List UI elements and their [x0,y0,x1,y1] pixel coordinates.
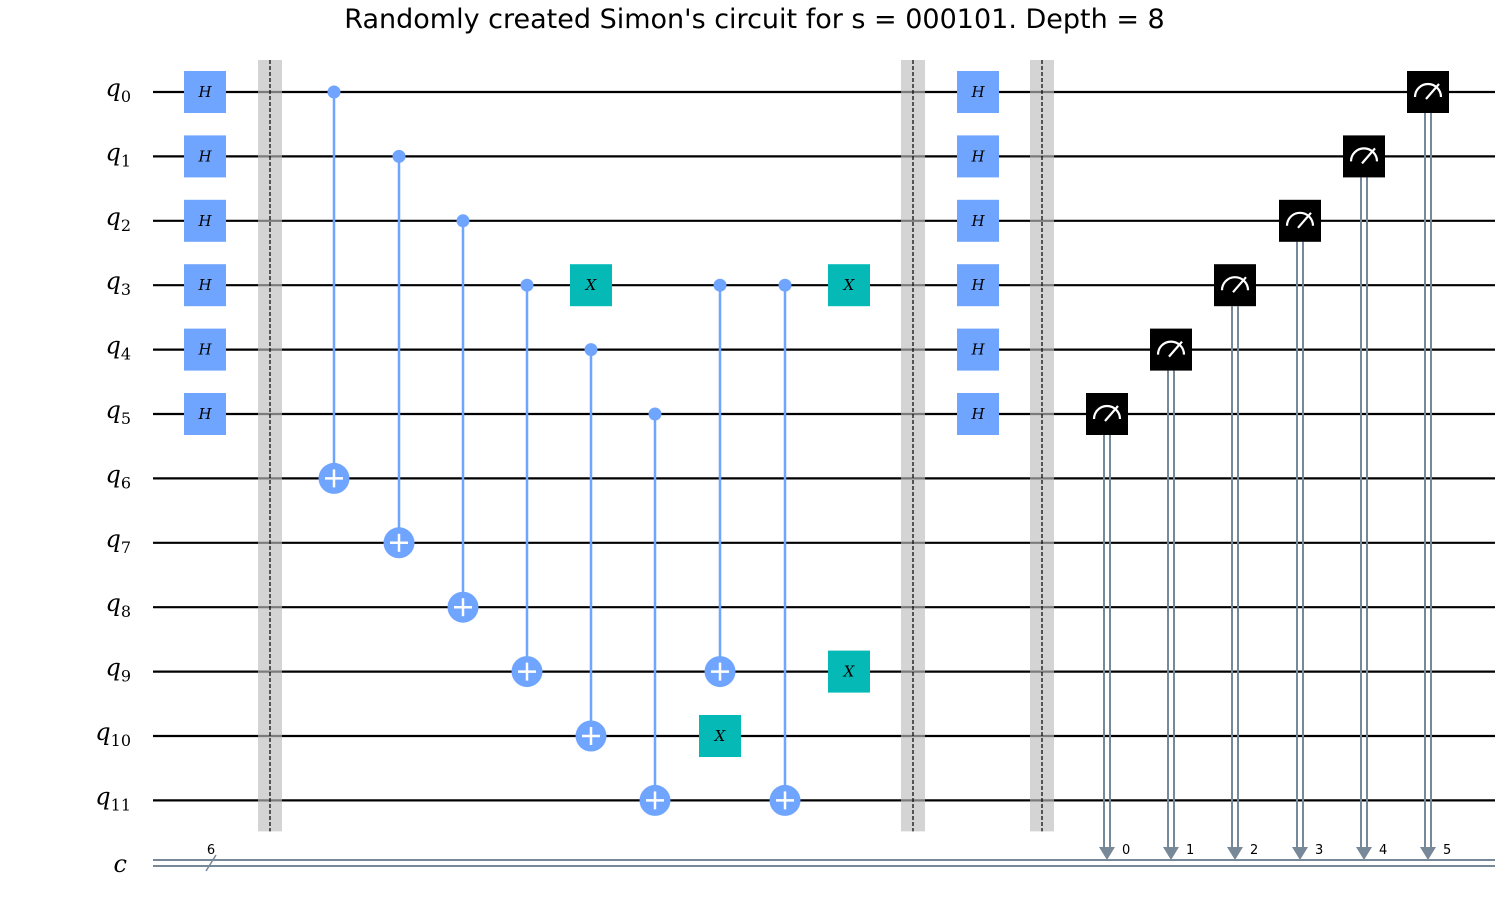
classical-register-label: c [114,850,127,878]
cx-control-dot [392,149,406,163]
measure-gate [1150,328,1192,371]
clbit-index-label: 5 [1443,843,1451,858]
qubit-label: q0 [105,74,131,106]
h-gate [957,71,999,113]
x-gate [699,715,741,757]
diagram-title: Randomly created Simon's circuit for s =… [344,4,1165,35]
qubit-label: q10 [95,718,131,750]
x-gate [570,264,612,307]
h-gate [957,264,999,307]
meter-arc-icon [1413,82,1443,98]
qubit-label: q9 [105,654,131,686]
x-gate [828,650,870,693]
meter-needle-icon [1104,405,1119,422]
h-gate-label: H [970,212,985,230]
qubit-label: q6 [105,460,131,492]
clbit-index-label: 3 [1315,843,1323,858]
h-gate [184,264,226,307]
h-gate [184,135,226,178]
clbit-index-label: 1 [1186,843,1194,858]
clbit-index-label: 0 [1122,843,1130,858]
h-gate [957,199,999,242]
register-size-label: 6 [207,843,215,858]
measure-arrow [1227,847,1243,860]
qubit-label: q7 [105,525,131,557]
measure-gate [1343,135,1385,178]
x-gate-label: X [585,276,598,294]
cx-control-dot [713,278,727,292]
measure-gate [1086,393,1128,435]
h-gate [184,393,226,435]
qubit-label: q11 [95,782,131,814]
cx-control-dot [778,278,792,292]
h-gate [957,328,999,371]
meter-needle-icon [1168,340,1183,358]
meter-arc-icon [1092,404,1122,420]
h-gate-label: H [970,276,985,294]
measure-arrow [1099,847,1115,860]
meter-arc-icon [1156,340,1186,355]
meter-needle-icon [1232,276,1247,293]
register-size-slash [205,854,217,872]
x-gate-label: X [714,727,727,745]
connector-layer [332,92,1436,860]
h-gate [957,135,999,178]
x-gate-label: X [843,276,856,294]
qubit-label: q3 [105,267,131,299]
h-gate-label: H [970,83,985,101]
h-gate-label: H [197,147,212,165]
measure-arrow [1420,847,1436,860]
x-gate [828,264,870,307]
wires-layer [153,90,1495,872]
meter-arc-icon [1349,147,1379,162]
x-gate-label: X [843,663,856,681]
qubit-label: q1 [105,138,131,170]
clbit-index-label: 4 [1379,843,1387,858]
meter-needle-icon [1361,147,1376,165]
qubit-label: q8 [105,589,131,621]
measure-gate [1279,199,1321,242]
measure-gate [1407,71,1449,113]
h-gate-label: H [970,147,985,165]
h-gate [184,71,226,113]
meter-arc-icon [1220,276,1250,291]
h-gate-label: H [197,276,212,294]
cx-control-dot [648,407,662,421]
cx-control-dot [520,278,534,292]
measure-gate [1214,264,1256,307]
cx-control-dot [584,343,598,357]
h-gate-label: H [970,405,985,423]
h-gate-label: H [970,341,985,359]
meter-needle-icon [1297,212,1312,229]
gates-layer: H H H H H H X X X X H H H H H H [184,71,1449,816]
meter-arc-icon [1285,211,1315,226]
measure-arrow [1292,847,1308,860]
labels-layer: q0 q1 q2 q3 q4 q5 q6 q7 q8 q9 q10 q11 c 6 0 1 2 3 4 5 [95,74,1451,878]
measure-arrow [1356,847,1372,860]
h-gate [184,199,226,242]
h-gate-label: H [197,83,212,101]
qubit-label: q2 [105,203,131,235]
cx-control-dot [327,85,341,99]
h-gate [184,328,226,371]
qubit-label: q5 [105,396,131,428]
barriers-layer [258,60,1054,832]
measure-arrow [1163,847,1179,860]
clbit-index-label: 2 [1250,843,1258,858]
cx-control-dot [456,214,470,228]
meter-needle-icon [1425,83,1440,100]
qubit-label: q4 [105,332,131,364]
h-gate-label: H [197,405,212,423]
h-gate-label: H [197,212,212,230]
h-gate-label: H [197,341,212,359]
h-gate [957,393,999,435]
